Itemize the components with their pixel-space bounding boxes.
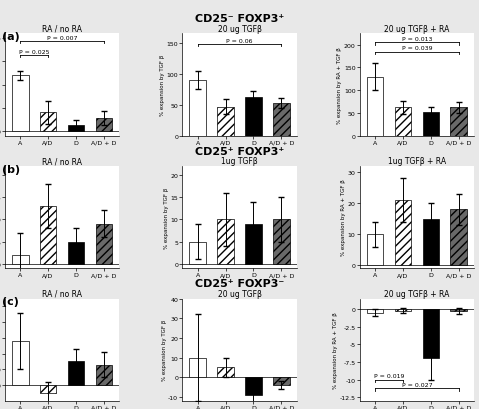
Bar [422, 113, 439, 136]
Text: P = 0.013: P = 0.013 [402, 37, 432, 42]
Y-axis label: % expansion by RA + TGF β: % expansion by RA + TGF β [333, 312, 338, 388]
Text: (b): (b) [2, 164, 21, 175]
Bar [12, 255, 29, 264]
Bar [40, 113, 57, 132]
Bar [450, 210, 467, 265]
Bar [217, 367, 234, 377]
Title: 20 ug TGFβ + RA: 20 ug TGFβ + RA [384, 25, 450, 34]
Bar [245, 98, 262, 136]
Bar [367, 77, 384, 136]
Bar [217, 220, 234, 264]
Text: CD25⁺ FOXP3⁻: CD25⁺ FOXP3⁻ [195, 279, 284, 289]
Text: P = 0.027: P = 0.027 [402, 382, 432, 387]
Bar [422, 309, 439, 359]
Bar [12, 76, 29, 132]
Text: CD25⁻ FOXP3⁺: CD25⁻ FOXP3⁺ [195, 14, 284, 24]
Bar [395, 309, 411, 311]
Bar [95, 365, 112, 385]
Text: P = 0.007: P = 0.007 [47, 36, 77, 40]
Text: CD25⁺ FOXP3⁺: CD25⁺ FOXP3⁺ [195, 146, 284, 156]
Text: P = 0.06: P = 0.06 [226, 38, 253, 44]
Y-axis label: % expansion by RA + TGF β: % expansion by RA + TGF β [337, 47, 342, 124]
Text: (c): (c) [2, 297, 19, 307]
Y-axis label: % expansion by RA + TGF β: % expansion by RA + TGF β [341, 179, 346, 256]
Bar [189, 357, 206, 377]
Bar [395, 200, 411, 265]
Bar [450, 309, 467, 312]
Bar [68, 362, 84, 385]
Bar [40, 385, 57, 393]
Text: P = 0.025: P = 0.025 [19, 49, 49, 54]
Bar [367, 309, 384, 313]
Y-axis label: % expansion by TGF β: % expansion by TGF β [164, 187, 169, 248]
Title: 20 ug TGFβ + RA: 20 ug TGFβ + RA [384, 289, 450, 298]
Bar [367, 235, 384, 265]
Bar [422, 219, 439, 265]
Title: 20 ug TGFβ: 20 ug TGFβ [217, 25, 262, 34]
Bar [95, 119, 112, 132]
Bar [68, 242, 84, 264]
Title: RA / no RA: RA / no RA [42, 25, 82, 34]
Bar [217, 107, 234, 136]
Bar [68, 125, 84, 132]
Title: 20 ug TGFβ: 20 ug TGFβ [217, 289, 262, 298]
Title: 1ug TGFβ: 1ug TGFβ [221, 157, 258, 166]
Bar [12, 341, 29, 385]
Bar [395, 108, 411, 136]
Title: RA / no RA: RA / no RA [42, 157, 82, 166]
Bar [95, 224, 112, 264]
Bar [273, 104, 290, 136]
Bar [40, 207, 57, 264]
Bar [189, 81, 206, 136]
Bar [245, 224, 262, 264]
Text: P = 0.019: P = 0.019 [374, 373, 404, 378]
Bar [273, 377, 290, 385]
Text: P = 0.039: P = 0.039 [402, 46, 432, 51]
Bar [189, 242, 206, 264]
Text: (a): (a) [2, 32, 20, 42]
Title: 1ug TGFβ + RA: 1ug TGFβ + RA [388, 157, 446, 166]
Y-axis label: % expansion by TGF β: % expansion by TGF β [162, 319, 167, 380]
Bar [273, 220, 290, 264]
Title: RA / no RA: RA / no RA [42, 289, 82, 298]
Bar [450, 108, 467, 136]
Bar [245, 377, 262, 395]
Y-axis label: % expansion by TGF β: % expansion by TGF β [160, 55, 165, 116]
